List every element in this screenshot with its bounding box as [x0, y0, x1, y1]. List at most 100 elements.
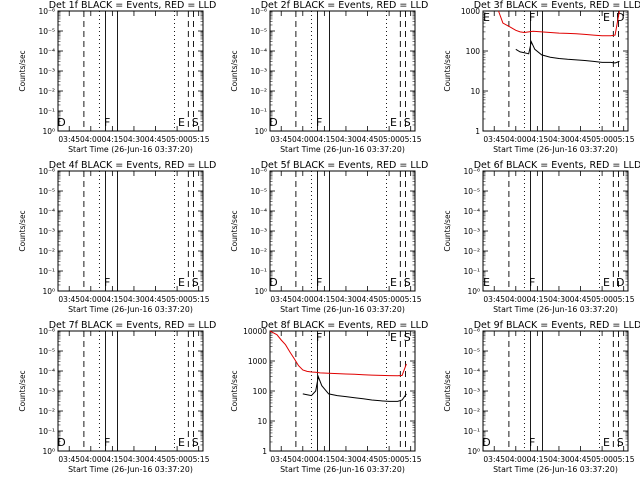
- event-marker-label: F: [104, 436, 110, 449]
- event-marker-label: F: [529, 11, 535, 24]
- x-tick-label: 04:30: [335, 455, 357, 464]
- x-tick-label: 04:30: [548, 295, 570, 304]
- x-tick-label: 03:45: [270, 455, 292, 464]
- y-tick-label: 10⁻³: [463, 387, 480, 396]
- x-tick-label: 04:00: [292, 295, 314, 304]
- y-tick-label: 10⁻¹: [38, 267, 55, 276]
- chart-panel: Det 2f BLACK = Events, RED = LLD 10⁰ 10⁻¹ 1…: [230, 0, 428, 154]
- x-tick-label: 05:15: [400, 295, 422, 304]
- event-marker-label: D: [57, 436, 65, 449]
- series-line: [302, 374, 407, 402]
- chart-panel: Det 9f BLACK = Events, RED = LLD 10⁰ 10⁻¹ 1…: [443, 320, 640, 474]
- x-tick-label: 04:45: [357, 295, 379, 304]
- x-tick-label: 04:15: [527, 135, 549, 144]
- x-tick-label: 04:15: [102, 295, 124, 304]
- event-marker-label: F: [316, 331, 322, 344]
- x-tick-label: 04:00: [505, 135, 527, 144]
- y-tick-label: 10⁰: [42, 447, 55, 456]
- y-tick-label: 10⁻⁵: [463, 187, 480, 196]
- y-tick-label: 10⁻⁴: [463, 207, 480, 216]
- chart-title: Det 4f BLACK = Events, RED = LLD: [49, 160, 217, 171]
- x-axis-label: Start Time (26-Jun-16 03:37:20): [493, 465, 618, 474]
- x-tick-label: 05:15: [613, 455, 635, 464]
- y-tick-label: 100: [253, 387, 268, 396]
- x-tick-label: 03:45: [270, 135, 292, 144]
- chart-title: Det 9f BLACK = Events, RED = LLD: [474, 320, 640, 331]
- y-axis-label: Counts/sec: [18, 50, 27, 91]
- chart-panel: Det 1f BLACK = Events, RED = LLD 10⁰ 10⁻¹ 1…: [18, 0, 216, 154]
- event-marker-label: E: [178, 436, 185, 449]
- x-tick-label: 03:45: [58, 295, 80, 304]
- chart-title: Det 7f BLACK = Events, RED = LLD: [49, 320, 217, 331]
- x-tick-label: 03:45: [483, 295, 505, 304]
- y-tick-label: 10⁻¹: [38, 107, 55, 116]
- plot-frame: [269, 10, 416, 132]
- chart-panel: Det 7f BLACK = Events, RED = LLD 10⁰ 10⁻¹ 1…: [18, 320, 216, 474]
- chart-title: Det 8f BLACK = Events, RED = LLD: [261, 320, 429, 331]
- x-tick-label: 04:30: [335, 295, 357, 304]
- y-tick-label: 10⁻⁵: [38, 347, 55, 356]
- y-tick-label: 10⁻⁴: [463, 367, 480, 376]
- y-tick-label: 1000: [248, 357, 267, 366]
- plot-frame: [482, 10, 629, 132]
- chart-panel: Det 3f BLACK = Events, RED = LLD 1 10 100 10…: [443, 0, 640, 154]
- x-tick-label: 05:00: [166, 455, 188, 464]
- x-tick-label: 03:45: [483, 135, 505, 144]
- y-axis-label: Counts/sec: [18, 370, 27, 411]
- series-line: [498, 10, 620, 37]
- x-tick-label: 05:00: [591, 295, 613, 304]
- x-tick-label: 04:15: [314, 455, 336, 464]
- plot-frame: [57, 10, 204, 132]
- y-tick-label: 10⁻⁶: [38, 167, 55, 176]
- x-tick-label: 04:15: [527, 295, 549, 304]
- y-tick-label: 10⁻²: [38, 87, 55, 96]
- x-axis-label: Start Time (26-Jun-16 03:37:20): [493, 305, 618, 314]
- y-tick-label: 1: [262, 447, 267, 456]
- y-tick-label: 10⁻³: [38, 227, 55, 236]
- y-tick-label: 10⁻²: [38, 247, 55, 256]
- x-tick-label: 04:30: [123, 295, 145, 304]
- event-marker-label: S: [404, 331, 411, 344]
- x-tick-label: 04:45: [145, 295, 167, 304]
- y-tick-label: 10⁻⁵: [38, 27, 55, 36]
- event-marker-label: F: [316, 116, 322, 129]
- x-tick-label: 04:00: [80, 295, 102, 304]
- x-tick-label: 05:15: [188, 135, 210, 144]
- y-tick-label: 10⁻³: [463, 227, 480, 236]
- y-tick-label: 10⁻²: [463, 407, 480, 416]
- y-tick-label: 100: [466, 47, 481, 56]
- x-tick-label: 04:15: [314, 135, 336, 144]
- x-tick-label: 04:45: [145, 135, 167, 144]
- y-tick-label: 10⁻³: [250, 67, 267, 76]
- event-marker-label: E: [603, 276, 610, 289]
- x-tick-label: 05:00: [591, 455, 613, 464]
- y-axis-label: Counts/sec: [230, 370, 239, 411]
- plot-frame: [482, 330, 629, 452]
- y-tick-label: 10: [257, 417, 267, 426]
- plot-frame: [269, 330, 416, 452]
- x-axis-label: Start Time (26-Jun-16 03:37:20): [68, 305, 193, 314]
- y-tick-label: 10⁰: [42, 127, 55, 136]
- event-marker-label: E: [390, 276, 397, 289]
- plot-frame: [482, 170, 629, 292]
- event-marker-label: F: [316, 276, 322, 289]
- y-tick-label: 10⁻³: [38, 387, 55, 396]
- x-tick-label: 04:30: [123, 455, 145, 464]
- x-axis-label: Start Time (26-Jun-16 03:37:20): [68, 145, 193, 154]
- event-marker-label: D: [482, 436, 490, 449]
- event-marker-label: S: [404, 116, 411, 129]
- event-marker-label: S: [617, 436, 624, 449]
- y-tick-label: 10⁻²: [38, 407, 55, 416]
- chart-panel: Det 6f BLACK = Events, RED = LLD 10⁰ 10⁻¹ 1…: [443, 160, 640, 314]
- x-tick-label: 04:45: [570, 455, 592, 464]
- y-tick-label: 10⁰: [254, 287, 267, 296]
- x-axis-label: Start Time (26-Jun-16 03:37:20): [280, 145, 405, 154]
- x-tick-label: 04:15: [102, 135, 124, 144]
- chart-panel: Det 5f BLACK = Events, RED = LLD 10⁰ 10⁻¹ 1…: [230, 160, 428, 314]
- x-tick-label: 05:15: [400, 455, 422, 464]
- x-tick-label: 04:45: [145, 455, 167, 464]
- y-tick-label: 10⁻⁶: [38, 327, 55, 336]
- y-tick-label: 10⁰: [467, 447, 480, 456]
- x-tick-label: 03:45: [483, 455, 505, 464]
